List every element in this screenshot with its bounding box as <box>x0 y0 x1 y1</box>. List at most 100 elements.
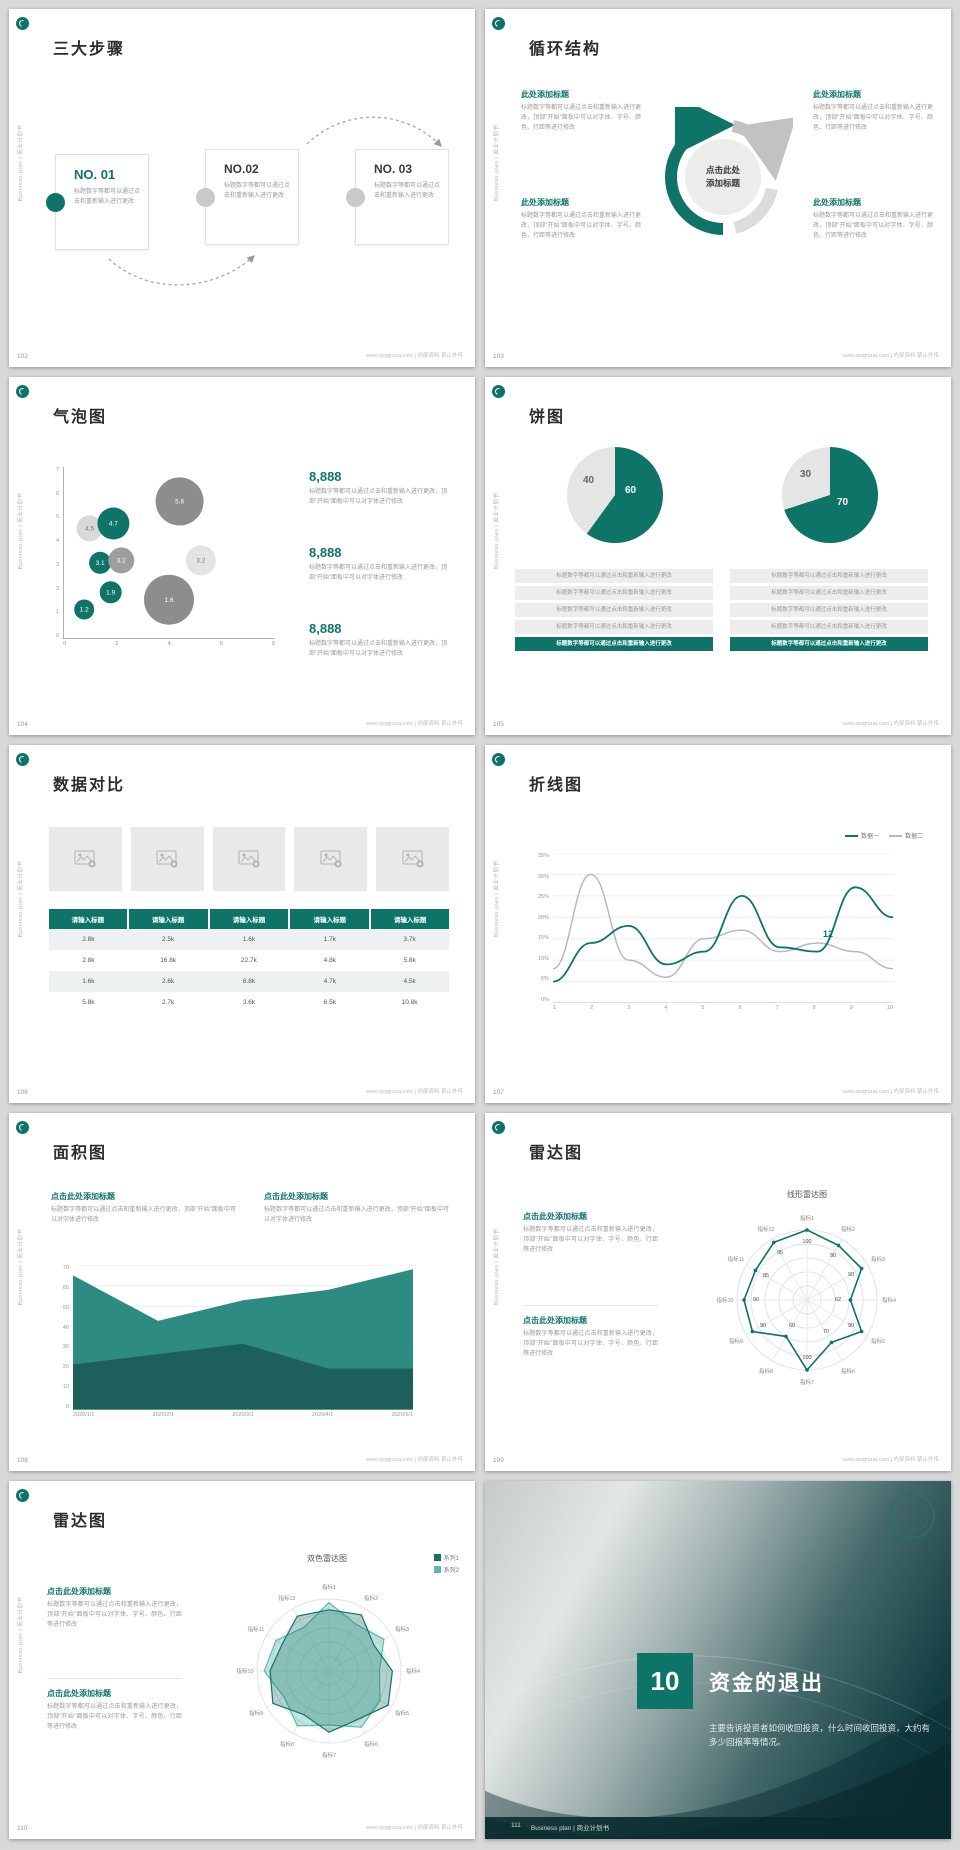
text-block-heading: 此处添加标题 <box>813 90 861 99</box>
slide-title: 雷达图 <box>53 1513 108 1530</box>
text-block-body: 标题数字等都可以通过点击和重新输入进行更改，顶部“开始”面板中可以对字体、字号、… <box>523 1227 658 1253</box>
radar-axis-label: 指标9 <box>248 1711 264 1717</box>
text-block-heading: 点击此处添加标题 <box>264 1192 328 1201</box>
page-number: 108 <box>17 1457 28 1464</box>
slide-title: 数据对比 <box>53 777 126 794</box>
area-plot <box>73 1265 413 1410</box>
slide-footer: www.pptgroua.com | 内部资料 禁止外传 <box>842 353 939 359</box>
slide-110[interactable]: Business plan | 商业计划书 雷达图 点击此处添加标题 标题数字等… <box>9 1481 475 1839</box>
radar-axis-label: 指标12 <box>278 1596 296 1602</box>
table-cell: 1.7k <box>289 929 371 950</box>
bubble: 3.1 <box>89 551 112 574</box>
slide-106[interactable]: Business plan | 商业计划书 数据对比 <box>9 745 475 1103</box>
text-block: 点击此处添加标题 标题数字等都可以通过点击和重新输入进行更改，顶部“开始”面板中… <box>47 1586 182 1631</box>
y-axis-tick: 35% <box>537 853 549 859</box>
three-steps-diagram: NO. 01 标题数字等都可以通过点击和重新输入进行更改 NO.02 标题数字等… <box>46 104 455 304</box>
slide-footer: www.pptgroua.com | 内部资料 禁止外传 <box>842 721 939 727</box>
x-axis-tick: 6 <box>219 641 223 647</box>
slide-105[interactable]: Business plan | 商业计划书 饼图 60 40 70 30 标题数… <box>485 377 951 735</box>
sidebar-vertical-label: Business plan | 商业计划书 <box>494 492 500 570</box>
step-accent-dot <box>346 188 365 207</box>
area-chart: 0 10 20 30 40 50 60 70 2020/1/1 2020/2/1 2020/3/1… <box>57 1265 413 1418</box>
flow-arrows <box>108 116 442 286</box>
legend-item: 系列2 <box>433 1565 459 1574</box>
y-axis-ticks: 0 10 20 30 40 50 60 70 <box>57 1265 73 1410</box>
slide-footer: www.pptgroua.com | 内部资料 禁止外传 <box>366 1825 463 1831</box>
slide-102[interactable]: Business plan | 商业计划书 三大步骤 NO. 01 标题数字等都… <box>9 9 475 367</box>
svg-text:3.1: 3.1 <box>96 560 105 567</box>
slide-footer: www.pptgroua.com | 内部资料 禁止外传 <box>366 1457 463 1463</box>
brand-logo-icon <box>492 1121 505 1134</box>
table-row: 2.8k 16.8k 22.7k 4.8k 5.8k <box>49 950 449 971</box>
slide-title: 折线图 <box>529 777 584 794</box>
slide-footer: www.pptgroua.com | 内部资料 禁止外传 <box>842 1089 939 1095</box>
text-block: 此处添加标题 标题数字等都可以通过点击和重新输入进行更改，顶部“开始”面板中可以… <box>813 89 933 134</box>
y-axis-tick: 0 <box>55 632 59 639</box>
slide-104[interactable]: Business plan | 商业计划书 气泡图 0 1 2 3 4 5 6 7 4.5 4… <box>9 377 475 735</box>
radar-plot <box>256 1598 402 1744</box>
x-axis-tick: 8 <box>271 641 275 647</box>
table-row: 5.8k 2.7k 3.6k 6.5k 10.8k <box>49 992 449 1013</box>
table-cell: 5.8k <box>403 957 416 964</box>
table-row: 1.6k 2.6k 6.8k 4.7k 4.5k <box>49 971 449 992</box>
step-body-text: 标题数字等都可以通过点击和重新输入进行更改 <box>74 189 141 205</box>
stat-row: 标题数字等都可以通过点击和重新输入进行更改 <box>730 603 928 617</box>
brand-logo-icon <box>492 385 505 398</box>
slide-108[interactable]: Business plan | 商业计划书 面积图 点击此处添加标题 标题数字等… <box>9 1113 475 1471</box>
y-axis-tick: 4 <box>55 538 59 545</box>
text-block-body: 标题数字等都可以通过点击和重新输入进行更改，顶部“开始”面板中可以对字体、字号、… <box>813 213 934 239</box>
slide-footer: www.pptgroua.com | 内部资料 禁止外传 <box>366 353 463 359</box>
radar-value-label: 90 <box>759 1323 767 1329</box>
slide-title: 饼图 <box>529 409 566 426</box>
y-axis-tick: 60 <box>62 1284 69 1291</box>
page-number: 106 <box>17 1089 28 1096</box>
bubble: 4.7 <box>97 507 130 540</box>
cycle-arrows <box>665 107 793 235</box>
x-axis-tick: 9 <box>849 1005 853 1011</box>
legend-swatch <box>844 835 858 838</box>
x-axis-tick: 10 <box>886 1005 893 1011</box>
radar-value-label: 90 <box>847 1272 855 1278</box>
table-cell: 2.8k <box>49 929 128 950</box>
chart-legend: 数据一 数据二 <box>844 831 923 840</box>
table-header-cell: 请输入标题 <box>369 909 449 929</box>
step-body-text: 标题数字等都可以通过点击和重新输入进行更改 <box>224 183 291 199</box>
stat-row: 标题数字等都可以通过点击和重新输入进行更改 <box>730 637 928 651</box>
y-axis-tick: 20% <box>537 914 549 921</box>
radar-axis-label: 指标6 <box>840 1369 856 1375</box>
slide-103[interactable]: Business plan | 商业计划书 循环结构 此处添加标题 标题数字等都… <box>485 9 951 367</box>
svg-text:3.2: 3.2 <box>117 558 126 565</box>
stat-row: 标题数字等都可以通过点击和重新输入进行更改 <box>515 603 713 617</box>
x-axis-tick: 0 <box>63 641 67 647</box>
table-cell: 2.7k <box>162 999 175 1006</box>
stat-row-list: 标题数字等都可以通过点击和重新输入进行更改 标题数字等都可以通过点击和重新输入进行… <box>730 569 928 654</box>
page-number: 109 <box>493 1457 504 1464</box>
slide-109[interactable]: Business plan | 商业计划书 雷达图 点击此处添加标题 标题数字等… <box>485 1113 951 1471</box>
x-axis-tick: 2020/1/1 <box>73 1412 95 1418</box>
text-block: 点击此处添加标题 标题数字等都可以通过点击和重新输入进行更改，顶部“开始”面板中… <box>264 1191 449 1226</box>
flow-arrow-bottom <box>108 255 255 286</box>
radar-axis-label: 指标5 <box>870 1339 886 1345</box>
x-axis-tick: 2020/4/1 <box>311 1412 334 1418</box>
x-axis-tick: 2020/5/1 <box>391 1412 413 1418</box>
slide-107[interactable]: Business plan | 商业计划书 折线图 数据一 数据二 0% 5% 10… <box>485 745 951 1103</box>
slide-footer: www.pptgroua.com | 内部资料 禁止外传 <box>366 721 463 727</box>
text-block: 点击此处添加标题 标题数字等都可以通过点击和重新输入进行更改，顶部“开始”面板中… <box>523 1315 658 1360</box>
page-number: 102 <box>17 353 28 360</box>
svg-text:1.2: 1.2 <box>80 607 89 614</box>
svg-text:1.6: 1.6 <box>164 597 173 604</box>
image-placeholder <box>294 827 368 891</box>
stat-block: 8,888 标题数字等都可以通过点击和重新输入进行更改，顶部“开始”面板中可以对… <box>309 621 459 659</box>
step-body-text: 标题数字等都可以通过点击和重新输入进行更改 <box>374 183 441 199</box>
radar-value-label: 100 <box>802 1355 812 1361</box>
slide-title: 面积图 <box>53 1145 108 1162</box>
stat-row: 标题数字等都可以通过点击和重新输入进行更改 <box>730 586 928 600</box>
slide-111[interactable]: 10 资金的退出 主要告诉投资者如何收回投资，什么时间收回投资，大约有多少回报率… <box>485 1481 951 1839</box>
table-cell: 3.6k <box>242 999 256 1006</box>
sidebar-vertical-label: Business plan | 商业计划书 <box>18 124 24 202</box>
slide-title: 循环结构 <box>529 41 602 58</box>
page-number: 104 <box>17 721 28 728</box>
radar-value-label: 90 <box>847 1323 855 1329</box>
stat-row: 标题数字等都可以通过点击和重新输入进行更改 <box>730 569 928 583</box>
footer-band <box>485 1817 951 1839</box>
